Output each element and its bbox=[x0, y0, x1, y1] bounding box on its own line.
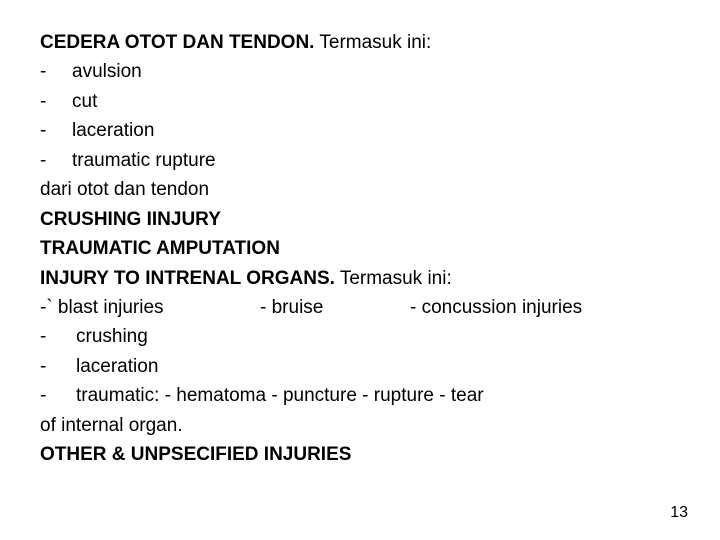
bullet-item: - traumatic: - hematoma - puncture - rup… bbox=[40, 381, 680, 410]
bullet-prefix: - bbox=[40, 116, 72, 145]
text-line: of internal organ. bbox=[40, 411, 680, 440]
bullet-text: cut bbox=[72, 91, 97, 112]
text-line: dari otot dan tendon bbox=[40, 175, 680, 204]
tri-col-c: - concussion injuries bbox=[410, 293, 582, 322]
bullet-text: crushing bbox=[76, 326, 148, 347]
bullet-prefix: - bbox=[40, 57, 72, 86]
tri-col-a: -` blast injuries bbox=[40, 293, 260, 322]
bullet-item: - avulsion bbox=[40, 57, 680, 86]
bullet-item: - laceration bbox=[40, 352, 680, 381]
heading-2: CRUSHING IINJURY bbox=[40, 205, 680, 234]
bullet-prefix: - bbox=[40, 352, 76, 381]
heading-4: INJURY TO INTRENAL ORGANS. bbox=[40, 268, 335, 289]
tri-col-b: - bruise bbox=[260, 293, 410, 322]
heading-1-rest: Termasuk ini: bbox=[314, 32, 431, 53]
heading-3: TRAUMATIC AMPUTATION bbox=[40, 234, 680, 263]
bullet-item: - laceration bbox=[40, 116, 680, 145]
tri-row: -` blast injuries - bruise - concussion … bbox=[40, 293, 680, 322]
line-1: CEDERA OTOT DAN TENDON. Termasuk ini: bbox=[40, 28, 680, 57]
bullet-prefix: - bbox=[40, 381, 76, 410]
bullet-text: avulsion bbox=[72, 61, 142, 82]
bullet-prefix: - bbox=[40, 322, 76, 351]
heading-1: CEDERA OTOT DAN TENDON. bbox=[40, 32, 314, 53]
bullet-item: - cut bbox=[40, 87, 680, 116]
bullet-text: traumatic rupture bbox=[72, 150, 216, 171]
bullet-item: - traumatic rupture bbox=[40, 146, 680, 175]
bullet-prefix: - bbox=[40, 87, 72, 116]
line-5: INJURY TO INTRENAL ORGANS. Termasuk ini: bbox=[40, 264, 680, 293]
bullet-text: laceration bbox=[76, 356, 158, 377]
bullet-text: traumatic: - hematoma - puncture - ruptu… bbox=[76, 385, 484, 406]
bullet-item: - crushing bbox=[40, 322, 680, 351]
bullet-prefix: - bbox=[40, 146, 72, 175]
bullet-text: laceration bbox=[72, 120, 154, 141]
page-number: 13 bbox=[670, 504, 688, 522]
heading-5: OTHER & UNPSECIFIED INJURIES bbox=[40, 440, 680, 469]
heading-4-rest: Termasuk ini: bbox=[335, 268, 452, 289]
